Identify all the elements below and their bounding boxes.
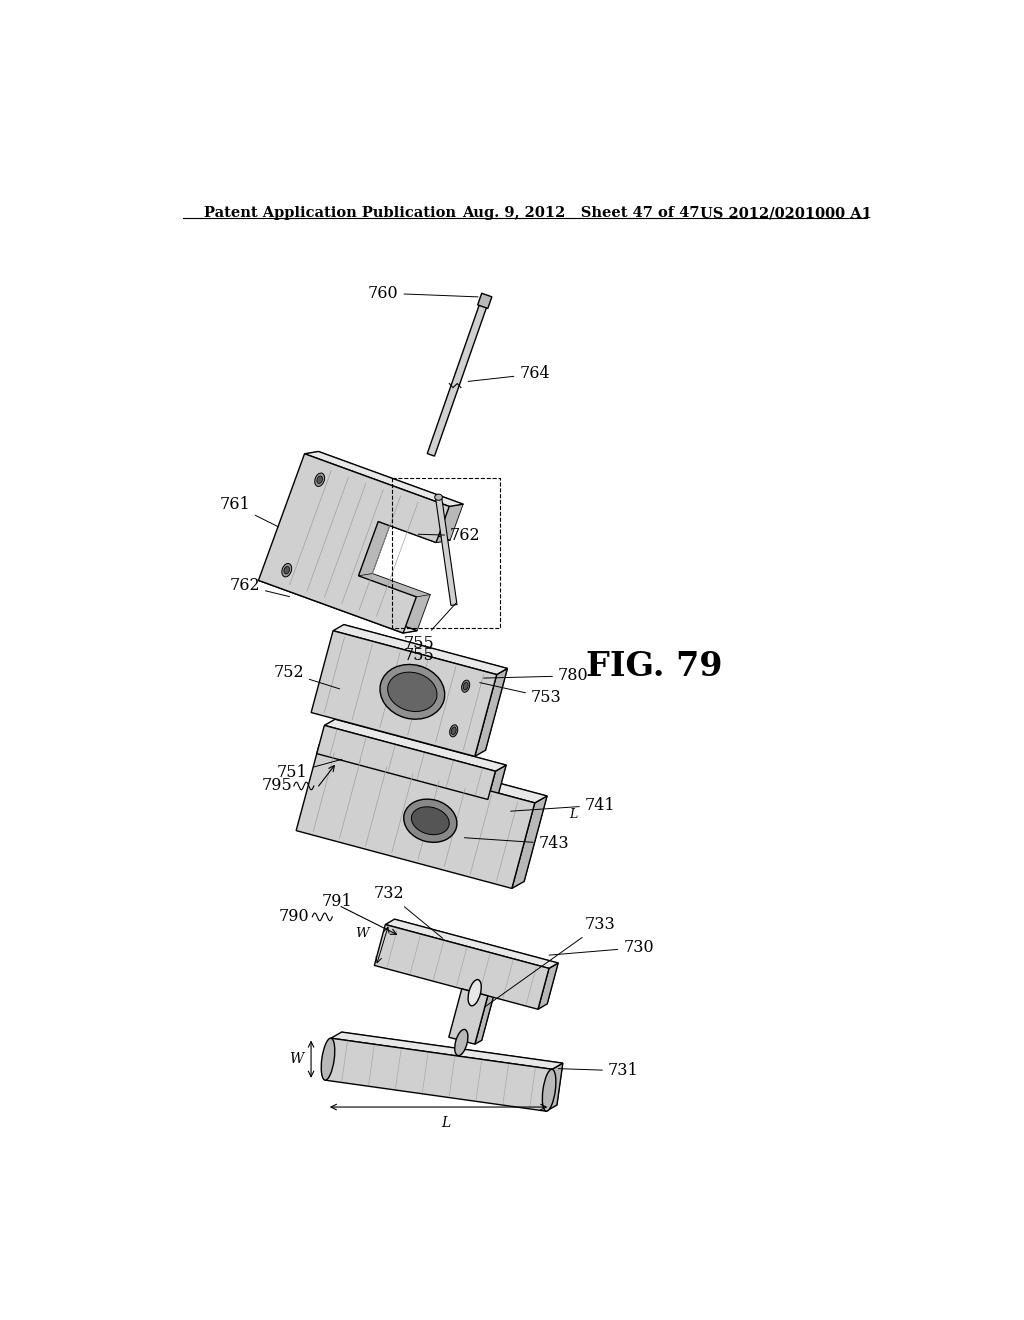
Ellipse shape: [314, 473, 325, 487]
Polygon shape: [462, 985, 495, 995]
Polygon shape: [538, 964, 558, 1010]
Polygon shape: [449, 989, 487, 1044]
Ellipse shape: [412, 807, 450, 834]
Polygon shape: [319, 738, 547, 803]
Polygon shape: [384, 919, 558, 1005]
Text: L: L: [441, 1115, 451, 1130]
Ellipse shape: [403, 799, 457, 842]
Ellipse shape: [450, 725, 458, 737]
Ellipse shape: [462, 680, 470, 692]
Polygon shape: [296, 744, 535, 888]
Polygon shape: [328, 719, 506, 793]
Text: L: L: [569, 808, 578, 821]
Text: 762: 762: [229, 577, 290, 597]
Text: 761: 761: [219, 496, 279, 527]
Polygon shape: [487, 766, 506, 800]
Polygon shape: [512, 796, 547, 888]
Polygon shape: [385, 919, 558, 969]
Polygon shape: [331, 1032, 563, 1069]
Polygon shape: [311, 631, 497, 756]
Polygon shape: [272, 451, 463, 631]
Polygon shape: [325, 1039, 552, 1111]
Polygon shape: [336, 1032, 563, 1105]
Polygon shape: [456, 985, 495, 1040]
Ellipse shape: [388, 672, 437, 711]
Text: 764: 764: [468, 366, 550, 383]
Polygon shape: [546, 1063, 563, 1111]
Ellipse shape: [322, 1038, 335, 1080]
Text: 762: 762: [418, 527, 480, 544]
Polygon shape: [304, 451, 463, 507]
Text: FIG. 79: FIG. 79: [586, 651, 722, 684]
Text: 753: 753: [480, 682, 562, 706]
Ellipse shape: [435, 494, 442, 500]
Text: 790: 790: [279, 908, 309, 925]
Polygon shape: [322, 624, 508, 750]
Text: 760: 760: [368, 285, 478, 302]
Polygon shape: [378, 519, 450, 543]
Ellipse shape: [468, 979, 481, 1006]
Ellipse shape: [452, 727, 456, 734]
Polygon shape: [477, 293, 492, 309]
Polygon shape: [427, 300, 488, 457]
Text: 741: 741: [511, 797, 615, 813]
Ellipse shape: [455, 1030, 468, 1056]
Polygon shape: [308, 738, 547, 882]
Polygon shape: [375, 924, 549, 1010]
Text: W: W: [289, 1052, 303, 1067]
Text: 733: 733: [484, 916, 615, 1007]
Polygon shape: [258, 578, 417, 634]
Text: 752: 752: [273, 664, 340, 689]
Polygon shape: [325, 719, 506, 771]
Text: 791: 791: [322, 892, 352, 909]
Text: Patent Application Publication: Patent Application Publication: [204, 206, 456, 220]
Ellipse shape: [463, 682, 468, 690]
Ellipse shape: [380, 664, 444, 719]
Polygon shape: [435, 496, 457, 606]
Polygon shape: [258, 454, 450, 634]
Polygon shape: [333, 624, 508, 675]
Ellipse shape: [284, 566, 290, 574]
Text: 755: 755: [403, 647, 434, 667]
Text: Aug. 9, 2012   Sheet 47 of 47: Aug. 9, 2012 Sheet 47 of 47: [462, 206, 699, 220]
Polygon shape: [316, 726, 496, 800]
Ellipse shape: [316, 477, 323, 483]
Text: 732: 732: [373, 886, 442, 939]
Text: 743: 743: [465, 836, 569, 853]
Text: 731: 731: [558, 1063, 639, 1080]
Polygon shape: [475, 668, 508, 756]
Text: 755: 755: [403, 603, 456, 652]
Ellipse shape: [543, 1069, 556, 1111]
Text: 780: 780: [483, 668, 589, 684]
Polygon shape: [475, 991, 495, 1044]
Ellipse shape: [282, 564, 292, 577]
Text: 730: 730: [549, 939, 654, 956]
Text: 751: 751: [276, 759, 342, 781]
Text: W: W: [354, 927, 369, 940]
Text: 795: 795: [261, 777, 292, 795]
Text: US 2012/0201000 A1: US 2012/0201000 A1: [700, 206, 872, 220]
